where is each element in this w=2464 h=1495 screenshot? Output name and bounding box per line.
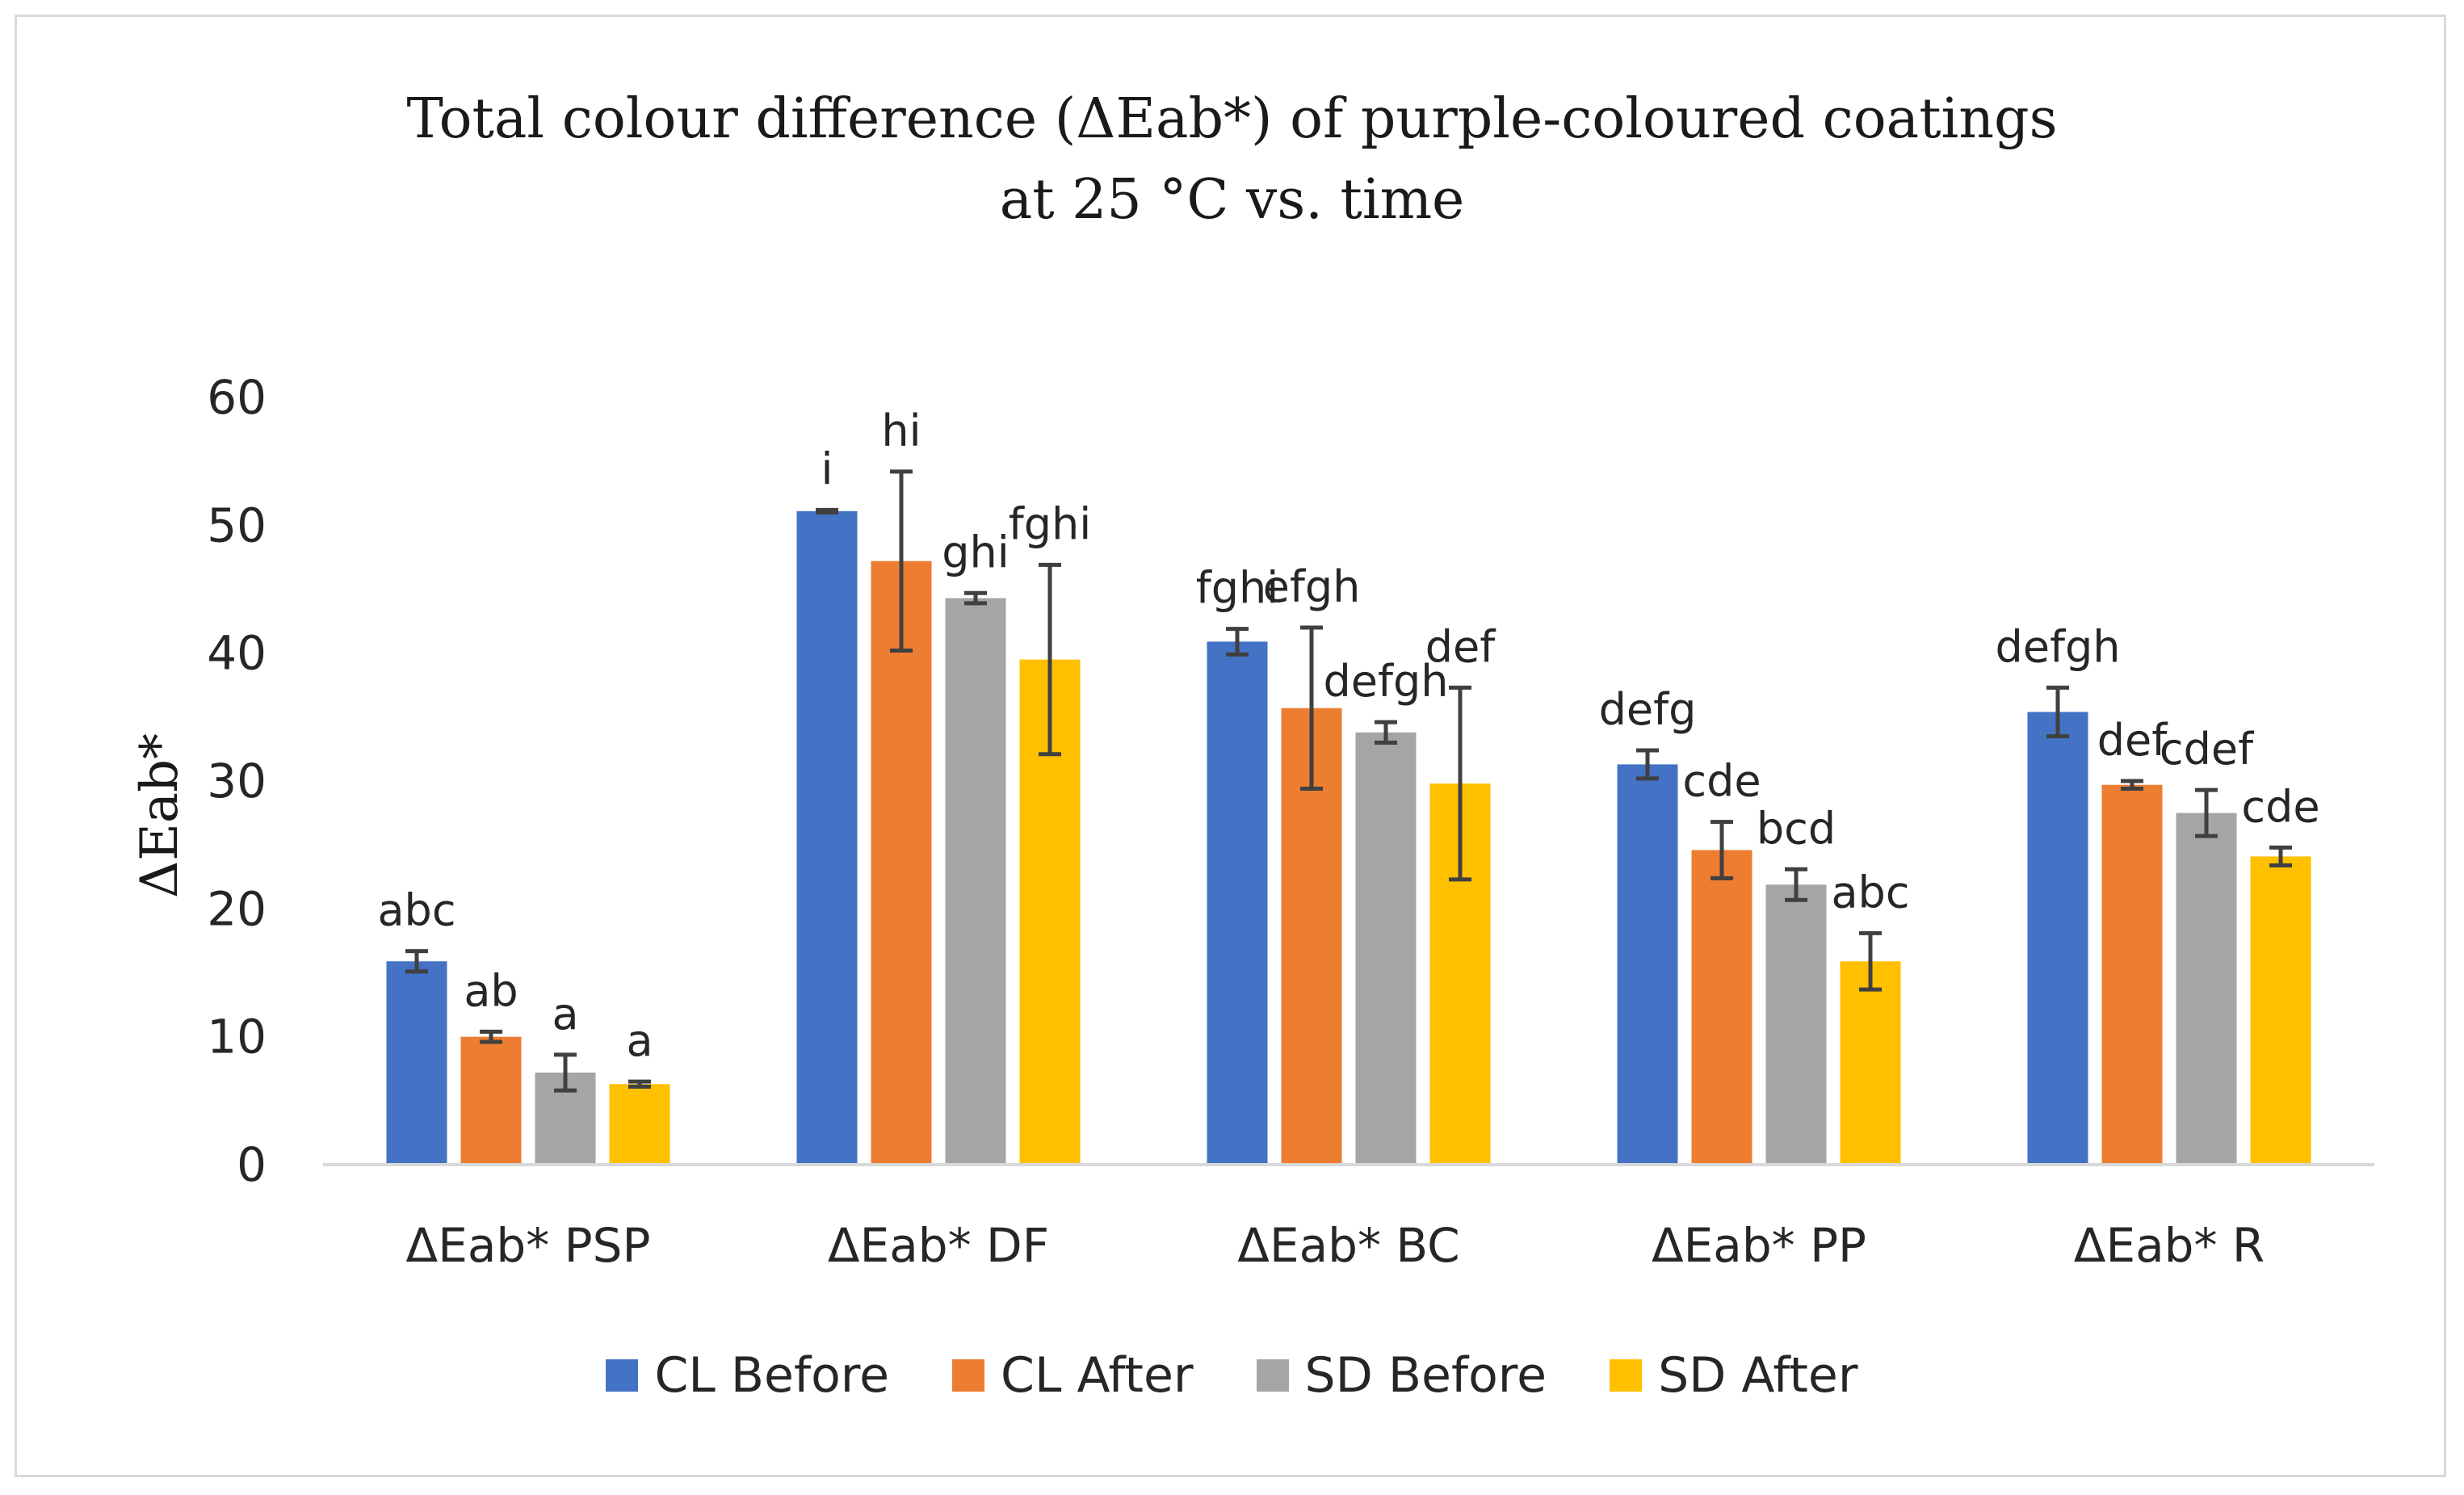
bar [796, 510, 858, 1165]
x-category-label: ΔEab* DF [828, 1218, 1049, 1273]
x-category-label: ΔEab* PSP [406, 1218, 651, 1273]
x-category-label: ΔEab* R [2074, 1218, 2265, 1273]
data-label: a [626, 1015, 653, 1066]
y-tick-label: 60 [207, 370, 267, 425]
data-label: ghi [942, 527, 1010, 577]
bar [1617, 764, 1678, 1165]
data-label: i [821, 443, 833, 494]
data-label: cde [2241, 781, 2319, 832]
data-label: cdef [2160, 724, 2255, 775]
bar [1840, 961, 1901, 1165]
y-tick-label: 0 [237, 1137, 267, 1192]
data-label: cde [1682, 756, 1761, 807]
bar [871, 561, 932, 1165]
y-tick-label: 30 [207, 754, 267, 808]
data-label: defg [1599, 684, 1697, 735]
legend-swatch-cl-before [606, 1359, 639, 1392]
legend-swatch-sd-after [1610, 1359, 1643, 1392]
y-tick-label: 10 [207, 1010, 267, 1065]
data-label: a [552, 989, 578, 1039]
legend-label-sd-after: SD After [1658, 1347, 1858, 1404]
bar [386, 961, 447, 1165]
data-label: hi [881, 405, 921, 456]
data-label: abc [1831, 867, 1909, 918]
chart-title-line-2: at 25 °C vs. time [999, 168, 1465, 232]
bar [1207, 641, 1268, 1165]
legend-label-cl-after: CL After [1001, 1347, 1194, 1404]
data-label: abc [377, 885, 455, 936]
legend: CL Before CL After SD Before SD After [0, 1347, 2464, 1404]
x-category-label: ΔEab* PP [1652, 1218, 1866, 1273]
bar [1355, 732, 1417, 1165]
bar [2027, 712, 2088, 1165]
data-label: def [2097, 715, 2169, 766]
chart-title-line-1: Total colour difference (ΔEab*) of purpl… [406, 87, 2058, 151]
data-label: defgh [1323, 656, 1448, 707]
legend-item-cl-before[interactable]: CL Before [606, 1347, 889, 1404]
legend-item-sd-before[interactable]: SD Before [1256, 1347, 1547, 1404]
data-label: defgh [1995, 621, 2120, 672]
legend-item-sd-after[interactable]: SD After [1610, 1347, 1858, 1404]
y-tick-label: 20 [207, 881, 267, 936]
legend-swatch-cl-after [952, 1359, 985, 1392]
bar [1765, 884, 1827, 1165]
y-tick-label: 50 [207, 498, 267, 552]
x-category-label: ΔEab* BC [1237, 1218, 1459, 1273]
data-label: ab [464, 965, 518, 1016]
data-label: bcd [1757, 803, 1836, 854]
bar [945, 598, 1006, 1165]
data-label: efgh [1263, 561, 1361, 612]
data-label: fghi [1196, 563, 1279, 614]
legend-item-cl-after[interactable]: CL After [952, 1347, 1194, 1404]
y-tick-label: 40 [207, 626, 267, 681]
data-label: def [1425, 621, 1497, 672]
data-label: fghi [1009, 498, 1092, 549]
legend-label-sd-before: SD Before [1304, 1347, 1547, 1404]
bar [1691, 850, 1753, 1165]
bar [2101, 784, 2163, 1165]
bar [2176, 813, 2237, 1165]
legend-label-cl-before: CL Before [654, 1347, 890, 1404]
legend-swatch-sd-before [1256, 1359, 1289, 1392]
bar [2250, 856, 2311, 1165]
bar [460, 1036, 522, 1165]
bar [609, 1084, 670, 1165]
